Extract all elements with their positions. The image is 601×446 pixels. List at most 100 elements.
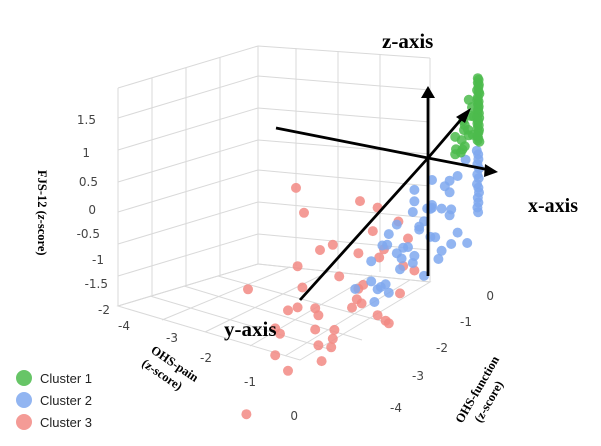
fjs-tick-label: -1 (92, 253, 104, 267)
axis-arrows (275, 94, 491, 301)
cluster-3-point (297, 282, 308, 293)
cluster-3-point (291, 182, 301, 193)
cluster-2-point (350, 284, 361, 294)
legend-label-cluster-1: Cluster 1 (40, 371, 92, 386)
cluster-2-point (382, 239, 393, 250)
cluster-3-point (383, 318, 394, 329)
cluster-3-point (351, 294, 362, 305)
cluster-2-point (473, 207, 484, 218)
fjs-tick-label: 0.5 (79, 175, 98, 189)
cluster-2-point (452, 227, 463, 238)
pain-tick-label: -4 (118, 319, 130, 333)
cluster-3-point (334, 271, 345, 282)
x-arrowhead (484, 164, 498, 177)
diag-arrow-line (426, 115, 466, 159)
fjs-tick-label: -2 (98, 303, 110, 317)
cluster-3-point (374, 252, 385, 263)
cluster-3-point (329, 324, 340, 335)
cluster-3-point (299, 207, 309, 218)
fjs-axis-title: FJS-12 (z-score) (35, 170, 49, 256)
cluster-2-point (446, 239, 457, 249)
x-axis-name: x-axis (528, 195, 578, 217)
cluster-3-point (316, 356, 327, 367)
y-axis-name: y-axis (224, 317, 277, 341)
axis-grid (116, 45, 432, 361)
cluster-2-point (419, 270, 429, 281)
cluster-3-point (372, 310, 383, 321)
cluster-2-point (452, 171, 463, 181)
fjs-tick-label: 0 (88, 203, 96, 217)
cluster-3-point (270, 350, 281, 361)
cluster-3-point (327, 239, 338, 250)
cluster-3-point (241, 409, 252, 420)
function-axis-title: OHS-function (z-score) (452, 353, 506, 425)
cluster-1-point (474, 136, 485, 147)
function-tick-label: -3 (412, 369, 424, 383)
cluster-3-point (310, 303, 321, 314)
cluster-2-point (407, 207, 418, 217)
legend-label-cluster-3: Cluster 3 (40, 415, 92, 430)
function-tick-label: -1 (460, 315, 472, 329)
pain-tick-label: -1 (244, 375, 256, 389)
grid-side-wall (257, 45, 431, 283)
cluster-2-point (414, 221, 425, 232)
cluster-2-point (391, 248, 402, 259)
pain-tick-label: 0 (290, 409, 298, 423)
cluster-2-point (383, 229, 394, 240)
cluster-2-point (430, 232, 441, 243)
fjs-tick-label: 1 (82, 146, 90, 160)
legend-label-cluster-2: Cluster 2 (40, 393, 92, 408)
cluster-2-point (409, 184, 420, 195)
cluster-3-point (310, 324, 321, 335)
cluster-3-point (395, 288, 405, 299)
cluster-3-point (367, 226, 378, 237)
cluster-3-point (409, 265, 420, 276)
function-tick-label: -4 (390, 401, 402, 415)
function-tick-label: 0 (486, 289, 494, 303)
cluster-3-point (347, 302, 357, 313)
cluster-2-point (369, 297, 380, 307)
diag-arrowhead (456, 108, 471, 123)
cluster-2-point (436, 203, 447, 214)
function-tick-label: -2 (436, 341, 448, 355)
cluster-2-point (395, 264, 405, 275)
pain-tick-label: -3 (166, 331, 178, 345)
x-axis-arrow-line (427, 156, 491, 172)
cluster-2-point (460, 154, 471, 165)
pain-axis-title: OHS-pain (z-score) (139, 343, 201, 393)
pain-tick-label: -2 (200, 351, 212, 365)
cluster-2-point (391, 219, 402, 230)
fjs-tick-label: -1.5 (85, 277, 108, 291)
cluster-2-point (366, 256, 377, 267)
cluster-3-point (327, 333, 338, 344)
y-axis-arrow-line (298, 157, 430, 301)
cluster-2-point (446, 204, 457, 215)
legend-marker-cluster-2 (16, 392, 32, 408)
cluster-3-point (275, 328, 285, 339)
cluster-3-point (283, 305, 293, 316)
cluster-2-point (427, 175, 437, 185)
fjs-title-part1: FJS-12 ( (35, 170, 49, 215)
cluster-3-point (292, 302, 303, 313)
cluster-3-point (353, 248, 364, 259)
cluster-2-point (383, 287, 394, 298)
cluster-3-point (403, 233, 413, 244)
data-points (241, 73, 485, 420)
cluster-3-point (355, 196, 365, 207)
cluster-2-point (444, 175, 455, 186)
z-arrowhead (421, 86, 435, 98)
axis-arrowheads (421, 86, 498, 177)
fjs-title-part2: -score) (35, 220, 49, 256)
cluster-2-point (409, 250, 420, 261)
z-axis-name: z-axis (382, 29, 433, 53)
back-axis-line (275, 126, 429, 160)
legend: Cluster 1 Cluster 2 Cluster 3 (16, 370, 92, 430)
fjs-tick-label: -0.5 (77, 227, 100, 241)
fjs-title-italic: z (35, 214, 49, 220)
cluster-1-point (459, 125, 469, 136)
grid-floor (116, 263, 432, 361)
cluster-2-point (436, 245, 447, 256)
cluster-2-point (462, 238, 473, 248)
cluster-3-point (326, 342, 337, 353)
